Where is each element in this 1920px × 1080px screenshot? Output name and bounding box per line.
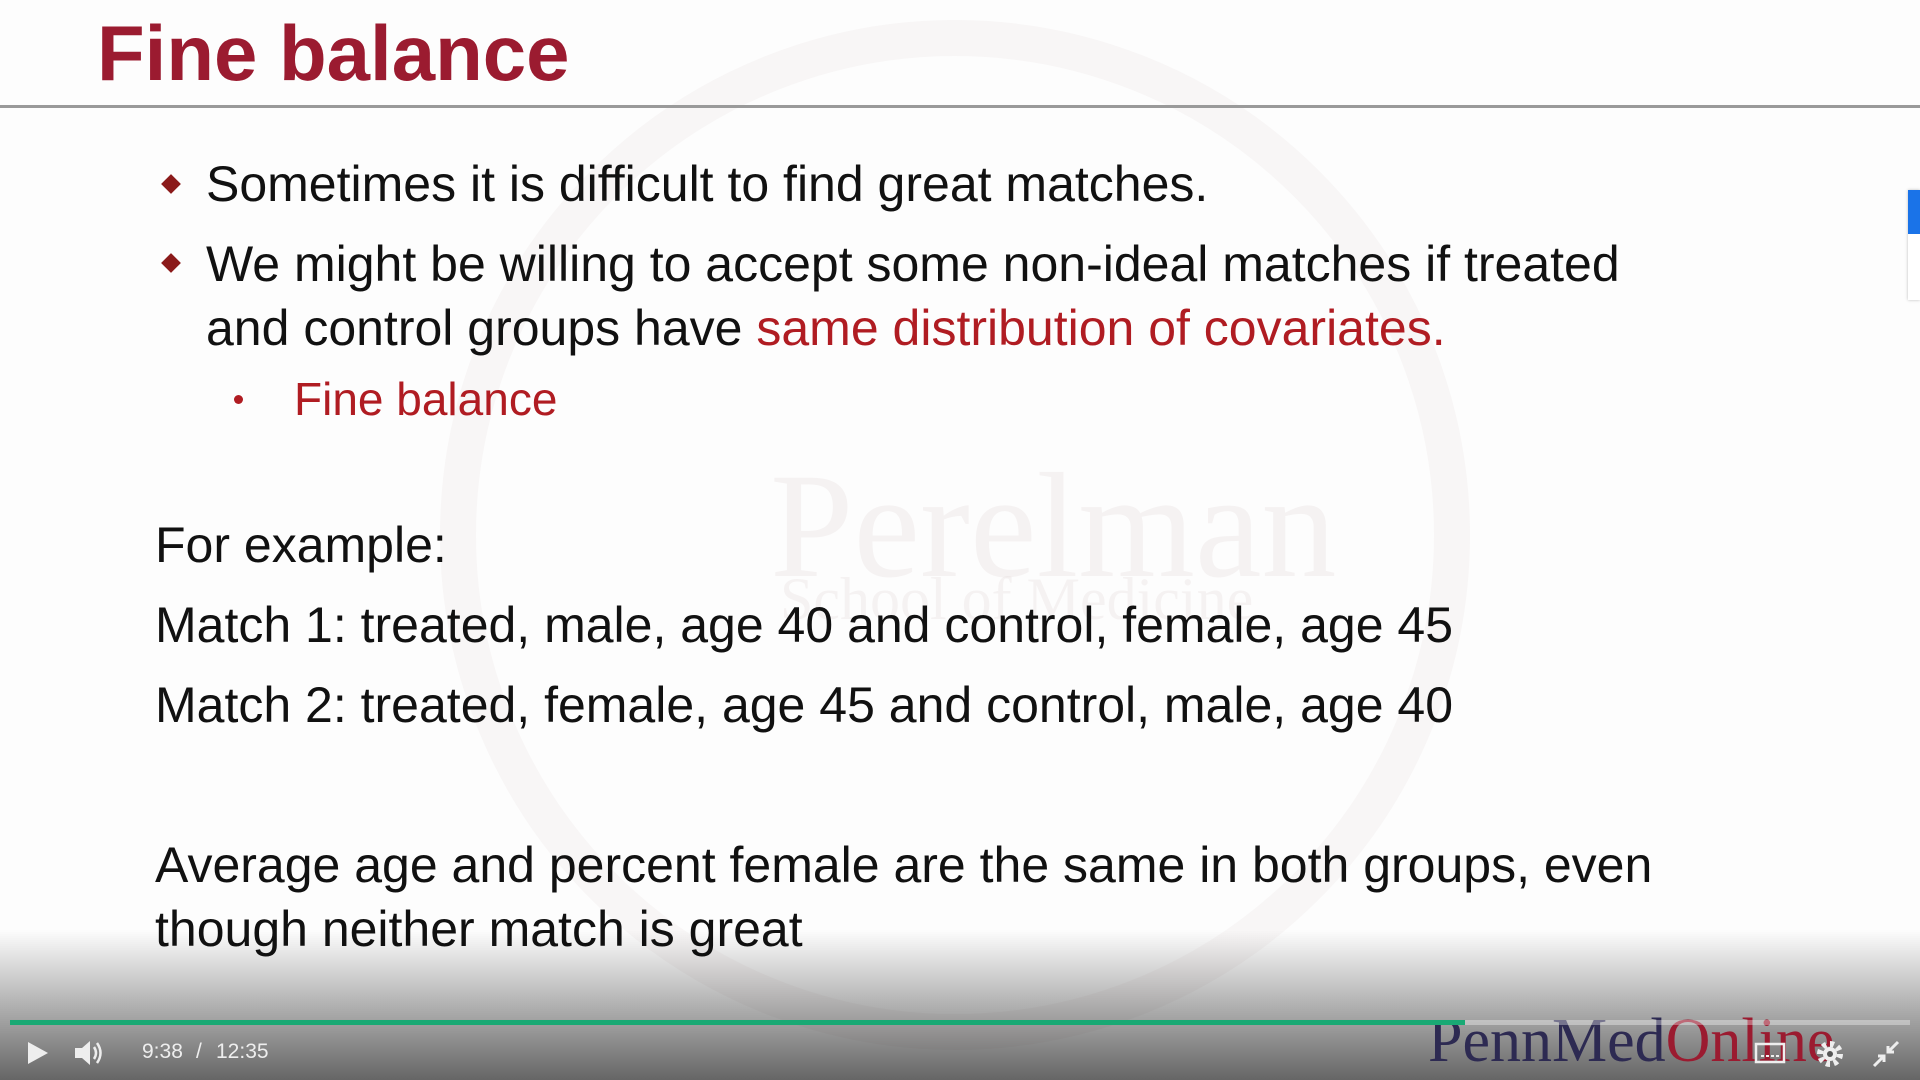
play-button[interactable] bbox=[22, 1038, 52, 1068]
slide-title: Fine balance bbox=[97, 9, 570, 97]
highlight-text: same distribution of covariates. bbox=[756, 300, 1446, 356]
logo-text: PennMed bbox=[1428, 1007, 1666, 1075]
conclusion-text: Average age and percent female are the s… bbox=[155, 837, 1653, 893]
side-tab-indicator bbox=[1908, 190, 1920, 234]
sub-bullet-icon bbox=[234, 395, 243, 404]
watermark-school: School of Medicine bbox=[780, 566, 1254, 632]
example-line: Match 1: treated, male, age 40 and contr… bbox=[155, 597, 1454, 653]
side-tab[interactable] bbox=[1908, 190, 1920, 300]
example-line: Match 2: treated, female, age 45 and con… bbox=[155, 677, 1454, 733]
captions-button[interactable] bbox=[1754, 1042, 1786, 1066]
duration: 12:35 bbox=[216, 1040, 269, 1063]
current-time: 9:38 bbox=[142, 1040, 183, 1063]
time-separator: / bbox=[196, 1040, 202, 1063]
volume-button[interactable] bbox=[72, 1037, 108, 1069]
bullet-icon bbox=[161, 253, 181, 273]
bullet-text: and control groups have same distributio… bbox=[206, 299, 1446, 357]
exit-fullscreen-button[interactable] bbox=[1870, 1038, 1902, 1070]
bullet-text: and control groups have bbox=[206, 300, 757, 356]
bullet-text: We might be willing to accept some non-i… bbox=[206, 236, 1620, 292]
sub-bullet-text: Fine balance bbox=[294, 373, 558, 425]
example-heading: For example: bbox=[155, 517, 447, 573]
bullet-text: Sometimes it is difficult to find great … bbox=[206, 156, 1209, 212]
controls-shade bbox=[0, 930, 1920, 1080]
watermark-name: Perelman bbox=[770, 443, 1337, 609]
progress-played bbox=[10, 1020, 1465, 1025]
title-rule bbox=[0, 105, 1920, 108]
settings-button[interactable] bbox=[1814, 1038, 1846, 1070]
bullet-icon bbox=[161, 174, 181, 194]
logo-text: Online bbox=[1665, 1007, 1835, 1075]
progress-track[interactable] bbox=[10, 1020, 1910, 1025]
channel-logo: PennMedOnline bbox=[1428, 1006, 1834, 1077]
